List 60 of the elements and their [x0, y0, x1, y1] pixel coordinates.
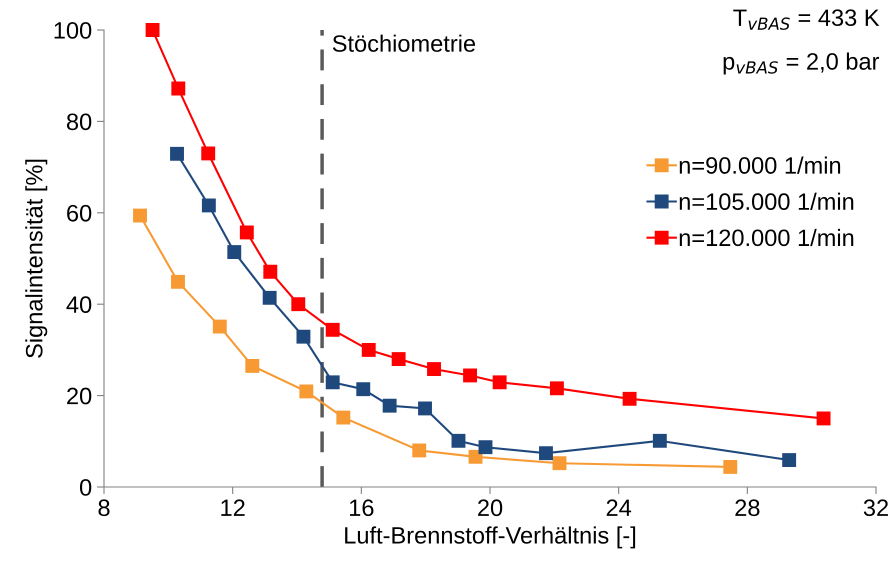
point: [652, 434, 667, 448]
x-tick-label: 32: [864, 499, 888, 516]
point: [263, 264, 278, 279]
legend-label: n=120.000 1/min: [680, 228, 854, 246]
point: [240, 226, 254, 240]
x-tick-label: 24: [606, 499, 632, 516]
point: [478, 440, 492, 454]
y-tick-label: 0: [80, 479, 92, 496]
point: [146, 23, 160, 37]
y-tick-label: 100: [54, 22, 92, 39]
y-tick-label: 40: [66, 296, 92, 313]
point: [412, 443, 426, 458]
point: [418, 401, 432, 416]
ref-line-label: Stöchiometrie: [332, 34, 476, 52]
x-axis-title: Luft-Brennstoff-Verhältnis [-]: [345, 526, 636, 548]
legend-label: n=105.000 1/min: [680, 192, 854, 210]
x-tick-label: 28: [735, 499, 760, 516]
y-tick-label: 80: [66, 113, 92, 130]
text: T$_{vBAS}$ = 433 K: [733, 9, 880, 30]
annotation: p$_{vBAS}$ = 2,0 bar: [724, 52, 880, 74]
point: [227, 245, 242, 260]
x-tick-label: 16: [350, 499, 374, 516]
point: [392, 352, 406, 366]
y-axis-title: Signalintensität [%]: [25, 160, 48, 358]
point: [816, 412, 831, 426]
point: [245, 358, 260, 373]
point: [291, 297, 306, 312]
point: [362, 342, 376, 357]
point: [133, 208, 147, 222]
point: [382, 398, 397, 413]
point: [492, 375, 507, 390]
point: [171, 274, 185, 289]
point: [427, 362, 441, 376]
point: [212, 320, 227, 334]
point: [296, 330, 310, 344]
point: [782, 453, 796, 467]
point: [326, 322, 340, 337]
point: [299, 384, 314, 398]
point: [539, 446, 553, 460]
point: [262, 290, 277, 305]
point: [356, 382, 370, 396]
x-tick-label: 12: [221, 499, 245, 516]
point: [171, 82, 186, 96]
y-tick-label: 20: [67, 388, 92, 404]
point: [326, 375, 340, 390]
point: [468, 450, 482, 464]
y-tick-label: 60: [67, 204, 92, 222]
point: [170, 146, 184, 161]
x-tick-label: 20: [478, 499, 502, 516]
point: [552, 456, 566, 470]
point: [452, 434, 466, 448]
point: [202, 198, 216, 212]
point: [201, 146, 216, 160]
x-tick-label: 8: [98, 499, 110, 516]
point: [336, 410, 350, 424]
legend-label: n=90.000 1/min: [680, 156, 840, 174]
point: [622, 392, 637, 406]
point: [463, 368, 477, 382]
point: [723, 460, 738, 474]
point: [550, 381, 564, 396]
